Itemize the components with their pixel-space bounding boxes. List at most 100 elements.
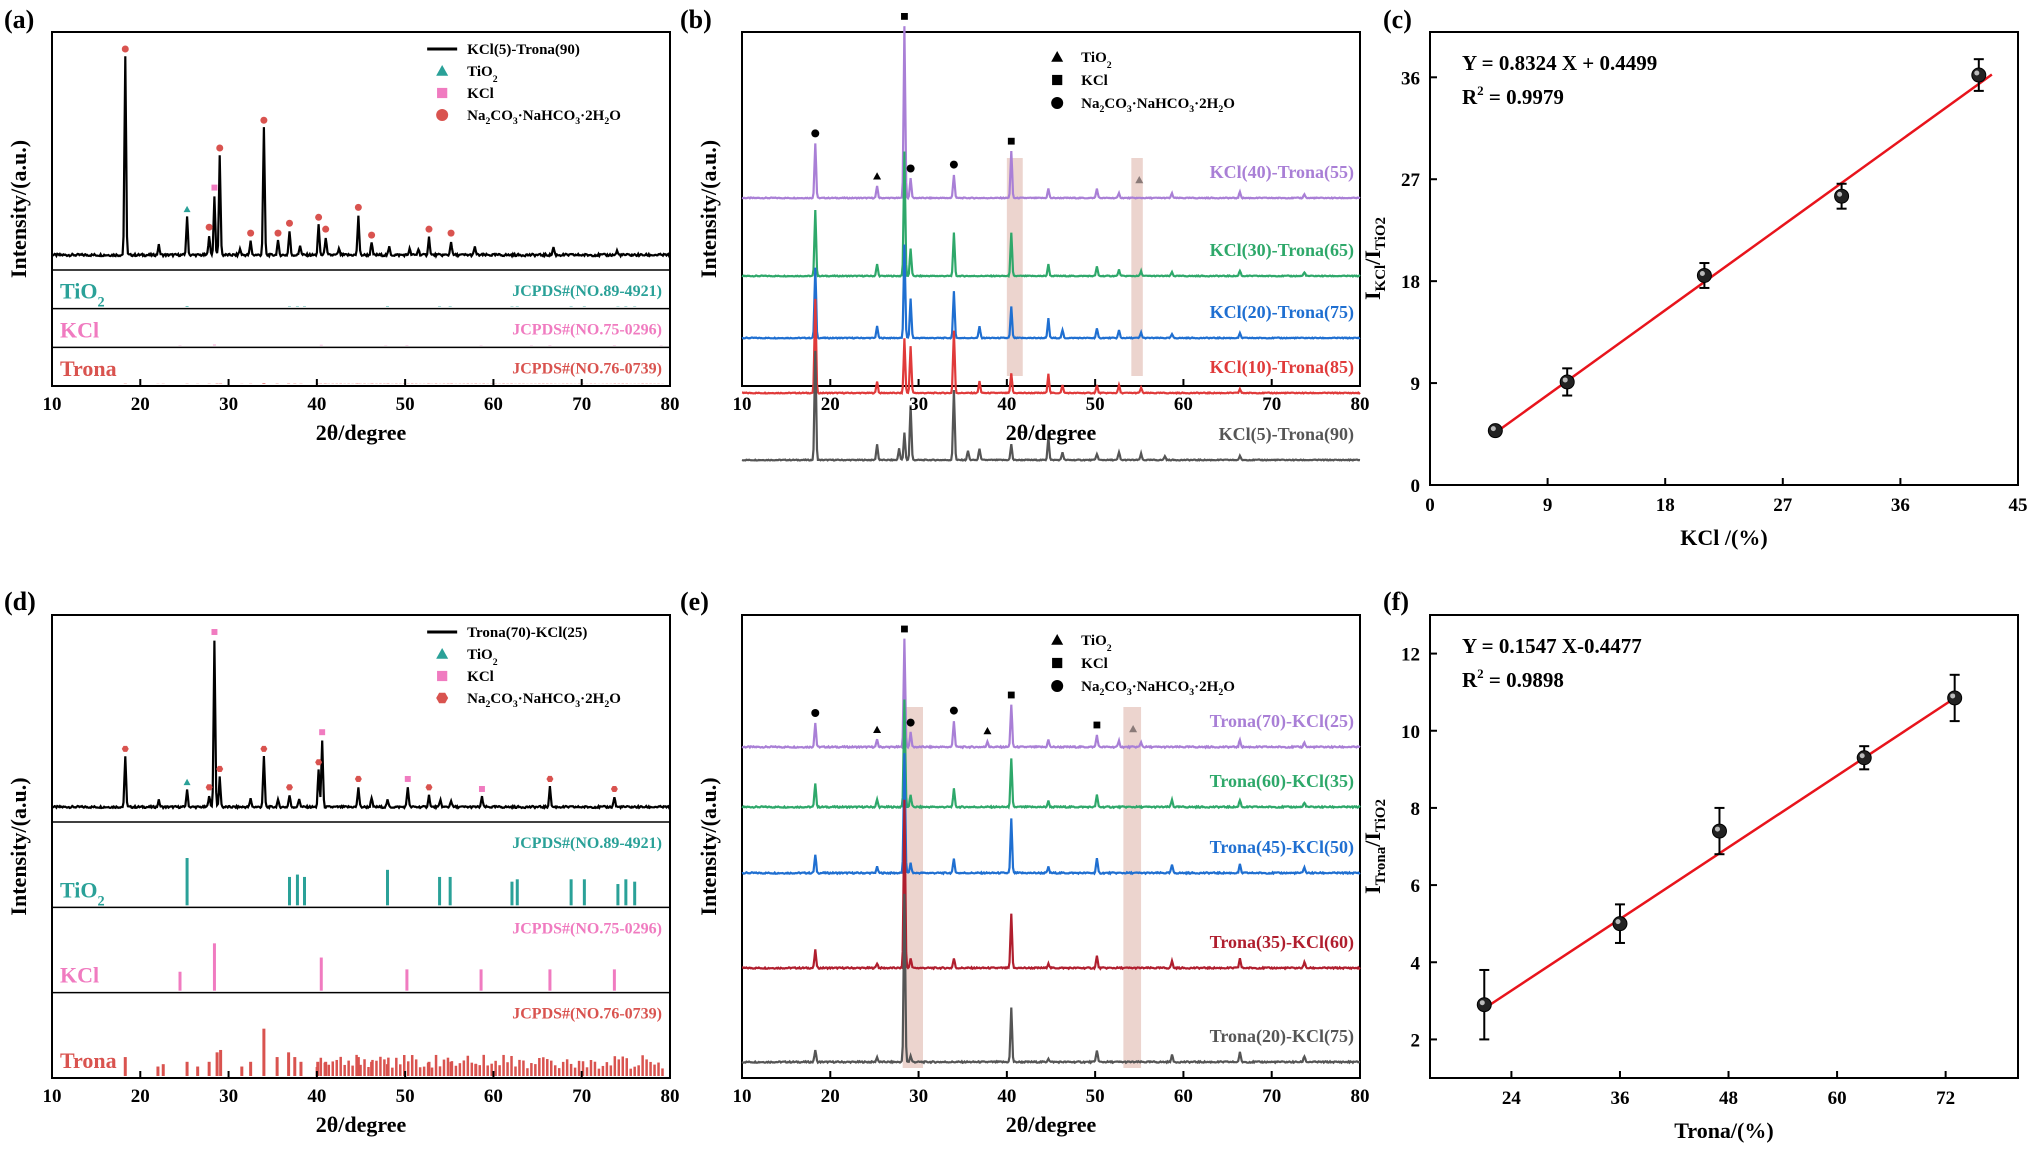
text-part: TiO	[60, 279, 98, 304]
reference-card: JCPDS#(NO.89-4921)	[512, 283, 662, 300]
triangle-marker	[983, 727, 992, 735]
legend-text: KCl	[467, 86, 494, 102]
x-tick-label: 50	[396, 1086, 415, 1107]
text-subscript: 2	[1218, 104, 1223, 115]
x-tick-label: 60	[484, 394, 503, 415]
x-tick-label: 36	[1891, 495, 1910, 516]
x-tick-label: 40	[997, 394, 1016, 415]
circle-marker	[247, 229, 255, 237]
text-part: KCl(5)-Trona(90)	[467, 42, 580, 58]
x-tick-label: 20	[821, 394, 840, 415]
data-point-highlight	[1562, 377, 1568, 383]
square-marker	[901, 625, 908, 633]
x-tick-label: 60	[1174, 394, 1193, 415]
text-part: O	[609, 691, 621, 707]
text-part: /I	[1360, 250, 1385, 266]
x-tick-label: 60	[484, 1086, 503, 1107]
text-subscript: 2	[493, 74, 498, 85]
square-marker	[1052, 657, 1063, 669]
legend-text: TiO2	[1081, 633, 1112, 654]
text-subscript: 2	[1100, 104, 1105, 115]
x-axis-title: KCl /(%)	[1680, 525, 1767, 550]
x-tick-label: 10	[733, 1086, 752, 1107]
text-part: KCl	[1081, 73, 1108, 89]
square-marker	[437, 670, 448, 682]
series-label: Trona(35)-KCl(60)	[1210, 932, 1354, 953]
hexagon-marker	[546, 775, 554, 782]
panel-e: Trona(70)-KCl(25) Trona(60)-KCl(35) Trona(…	[696, 614, 1370, 1137]
circle-marker	[368, 231, 376, 239]
text-part: ·2H	[1194, 96, 1219, 112]
x-axis-title: 2θ/degree	[316, 1112, 407, 1137]
triangle-marker	[1129, 725, 1138, 733]
legend-text: KCl	[1081, 656, 1108, 672]
reference-label: Trona	[60, 1048, 117, 1073]
x-tick-label: 10	[733, 394, 752, 415]
text-subscript: 2	[604, 116, 609, 127]
triangle-marker	[183, 205, 191, 213]
x-tick-label: 60	[1174, 1086, 1193, 1107]
series-line	[741, 350, 1361, 462]
data-point-highlight	[1859, 753, 1865, 759]
y-tick-label: 8	[1411, 799, 1421, 820]
panel-letter: (e)	[680, 587, 709, 616]
text-part: = 0.9979	[1484, 85, 1564, 109]
series-label: Trona(60)-KCl(35)	[1210, 771, 1354, 792]
reference-label: TiO2	[60, 279, 105, 311]
text-part: ·NaHCO	[518, 691, 576, 707]
circle-marker	[1051, 97, 1064, 109]
series-label: KCl(40)-Trona(55)	[1210, 162, 1354, 183]
legend-text: TiO2	[467, 64, 498, 85]
panel-d: Trona(70)-KCl(25)TiO2KClNa2CO3·NaHCO3·2H…	[6, 614, 680, 1137]
text-part: /I	[1360, 832, 1385, 848]
x-tick-label: 70	[1262, 1086, 1281, 1107]
reference-card: JCPDS#(NO.76-0739)	[512, 360, 662, 377]
panel-a: KCl(5)-Trona(90)TiO2KClNa2CO3·NaHCO3·2H2…	[6, 31, 680, 445]
square-marker	[404, 775, 411, 782]
square-marker	[319, 729, 326, 736]
fit-line	[1494, 73, 1993, 434]
circle-marker	[315, 213, 323, 221]
series-line	[741, 799, 1361, 971]
circle-marker	[1051, 680, 1064, 692]
panel-letter: (f)	[1383, 587, 1409, 616]
text-part: Na	[1081, 679, 1100, 695]
square-marker	[1093, 721, 1101, 729]
y-axis-title: IKCl/ITiO2	[1360, 217, 1389, 300]
text-subscript: 2	[98, 893, 105, 909]
hexagon-marker	[121, 745, 129, 752]
series-label: Trona(70)-KCl(25)	[1210, 711, 1354, 732]
circle-marker	[949, 160, 958, 169]
text-subscript: 3	[1127, 687, 1132, 698]
y-tick-label: 27	[1401, 170, 1421, 191]
panel-letter: (a)	[4, 5, 34, 34]
data-point	[1612, 916, 1628, 932]
x-tick-label: 36	[1610, 1088, 1629, 1109]
highlight-band	[902, 707, 923, 1068]
series-line	[51, 640, 671, 811]
x-tick-label: 70	[1262, 394, 1281, 415]
y-tick-label: 6	[1411, 876, 1421, 897]
x-tick-label: 48	[1719, 1088, 1738, 1109]
legend-text: TiO2	[1081, 50, 1112, 71]
y-axis-title: Intensity/(a.u.)	[696, 777, 721, 915]
square-marker	[211, 629, 218, 635]
reference-card: JCPDS#(NO.75-0296)	[512, 920, 662, 937]
square-marker	[901, 13, 908, 20]
text-part: CO	[1104, 679, 1127, 695]
data-point-highlight	[1615, 919, 1621, 925]
reference-label: Trona	[60, 356, 117, 381]
circle-marker	[216, 144, 224, 152]
text-subscript: 2	[493, 657, 498, 668]
text-part: ·NaHCO	[518, 108, 576, 124]
text-part: O	[1223, 96, 1235, 112]
r-squared: R2 = 0.9898	[1462, 666, 1564, 692]
y-tick-label: 0	[1411, 476, 1421, 497]
series-label: KCl(30)-Trona(65)	[1210, 240, 1354, 261]
data-point-highlight	[1950, 693, 1956, 699]
x-tick-label: 40	[307, 394, 326, 415]
legend-text: Na2CO3·NaHCO3·2H2O	[1081, 679, 1235, 698]
y-tick-label: 18	[1401, 272, 1420, 293]
